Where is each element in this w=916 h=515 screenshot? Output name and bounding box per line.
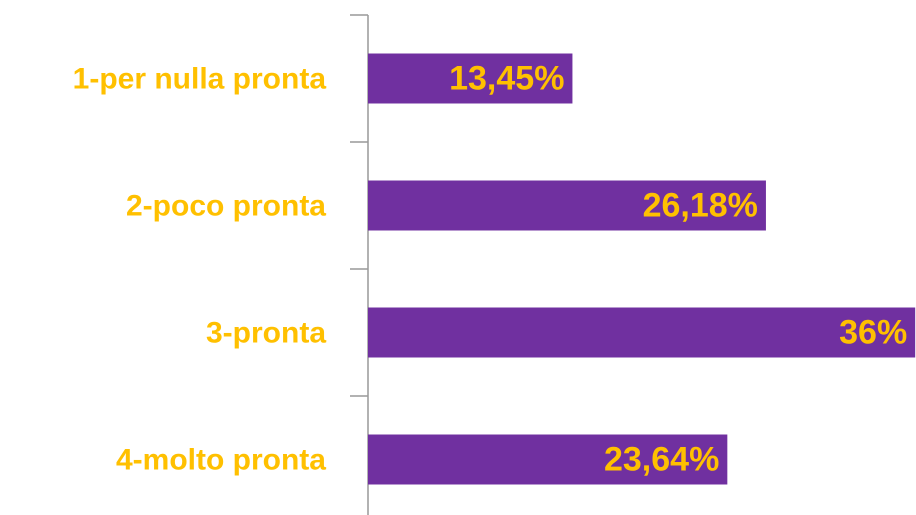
bar [368,434,728,485]
category-label: 3-pronta [206,316,326,349]
data-label: 36% [839,313,907,351]
data-label: 23,64% [604,440,719,478]
category-label: 4-molto pronta [116,443,326,476]
category-label: 2-poco pronta [126,189,326,222]
bar [368,53,573,104]
category-label: 1-per nulla pronta [73,62,327,95]
data-label: 26,18% [643,186,758,224]
data-label: 13,45% [449,59,564,97]
bar [368,307,916,358]
bar [368,180,766,231]
